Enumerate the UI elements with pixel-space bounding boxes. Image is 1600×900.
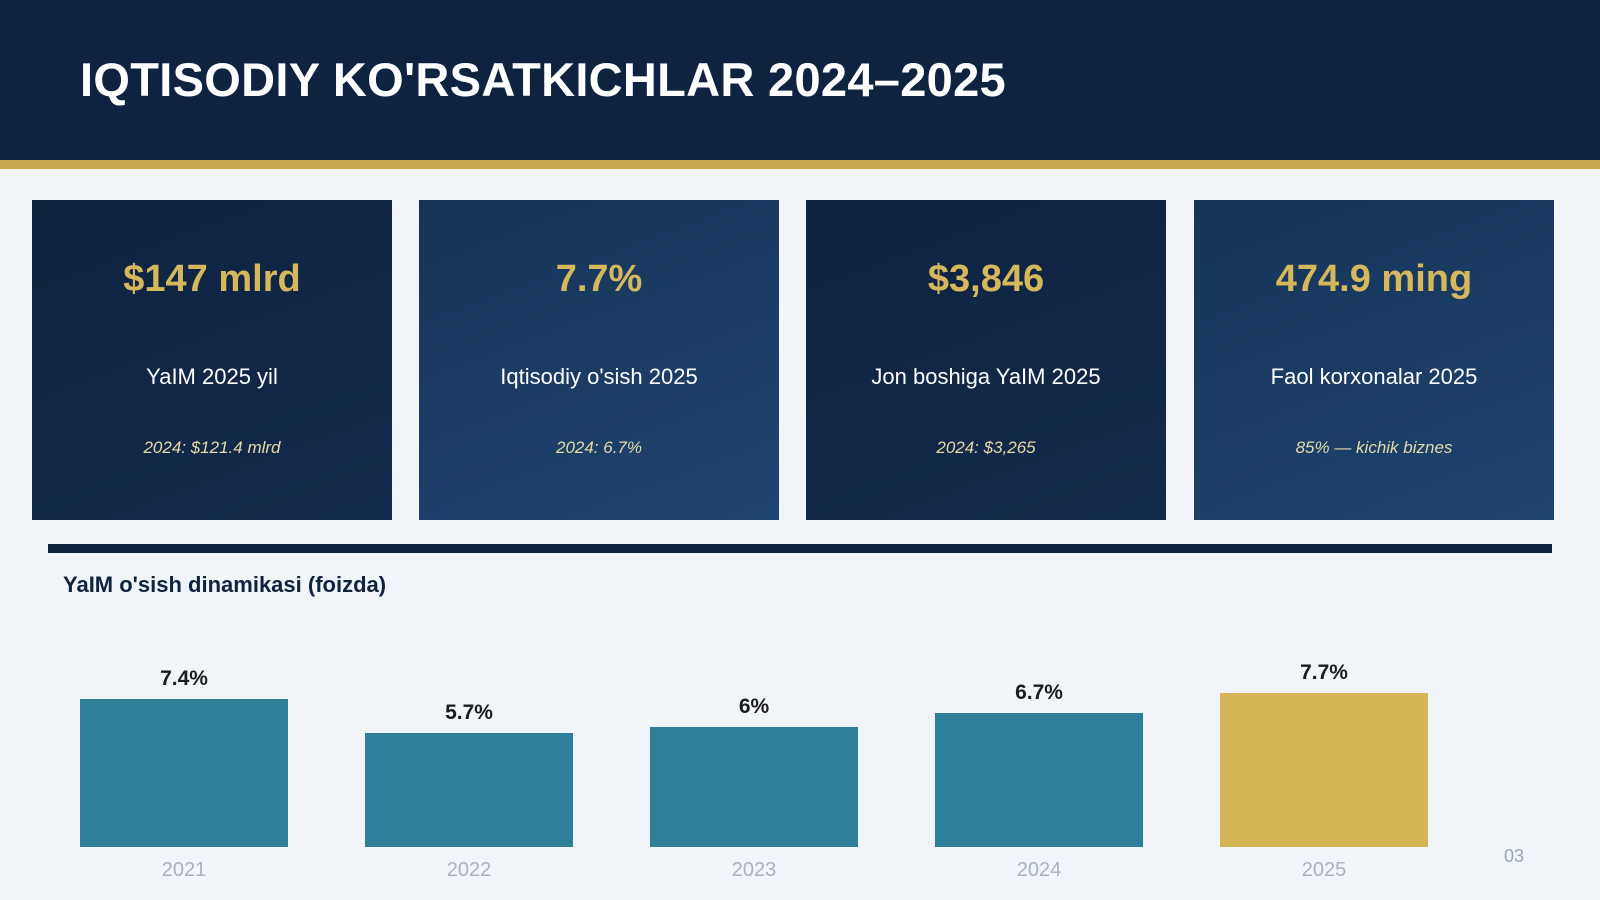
data-label-2025: 7.7%	[1300, 661, 1348, 684]
kpi-label: Faol korxonalar 2025	[1270, 364, 1478, 389]
kpi-card-growth: 7.7% Iqtisodiy o'sish 2025 2024: 6.7%	[419, 200, 779, 520]
kpi-value: $147 mlrd	[123, 258, 301, 300]
bar-2023	[650, 727, 858, 847]
header-gold-rule	[0, 160, 1600, 169]
kpi-note: 2024: $3,265	[936, 438, 1036, 457]
x-tick-2022: 2022	[447, 859, 492, 881]
kpi-label: Jon boshiga YaIM 2025	[871, 364, 1101, 389]
kpi-note: 85% — kichik biznes	[1295, 438, 1453, 457]
kpi-label: YaIM 2025 yil	[146, 364, 278, 389]
header-bar: IQTISODIY KO'RSATKICHLAR 2024–2025	[0, 0, 1600, 160]
kpi-label: Iqtisodiy o'sish 2025	[500, 364, 698, 389]
section-divider	[48, 544, 1552, 553]
kpi-card-gdp: $147 mlrd YaIM 2025 yil 2024: $121.4 mlr…	[32, 200, 392, 520]
data-label-2024: 6.7%	[1015, 681, 1063, 704]
data-label-2023: 6%	[739, 695, 770, 718]
kpi-card-per-capita: $3,846 Jon boshiga YaIM 2025 2024: $3,26…	[806, 200, 1166, 520]
data-label-2021: 7.4%	[160, 667, 208, 690]
kpi-note: 2024: 6.7%	[555, 438, 642, 457]
bar-2021	[80, 699, 288, 847]
kpi-value: $3,846	[927, 258, 1045, 300]
x-tick-2025: 2025	[1302, 859, 1347, 881]
bar-2024	[935, 713, 1143, 847]
kpi-card-enterprises: 474.9 ming Faol korxonalar 2025 85% — ki…	[1194, 200, 1554, 520]
page-number: 03	[1504, 846, 1525, 866]
bar-2022	[365, 733, 573, 847]
kpi-value: 7.7%	[555, 258, 643, 300]
x-tick-2021: 2021	[162, 859, 207, 881]
chart-title: YaIM o'sish dinamikasi (foizda)	[63, 572, 387, 597]
gdp-growth-bar-chart: 7.4% 2021 5.7% 2022 6% 2023 6.7% 2024 7.7% 2025	[80, 661, 1428, 881]
bar-2025	[1220, 693, 1428, 847]
kpi-value: 474.9 ming	[1275, 258, 1473, 300]
data-label-2022: 5.7%	[445, 701, 493, 724]
x-tick-2024: 2024	[1017, 859, 1062, 881]
x-tick-2023: 2023	[732, 859, 777, 881]
kpi-note: 2024: $121.4 mlrd	[143, 438, 281, 457]
page-title: IQTISODIY KO'RSATKICHLAR 2024–2025	[80, 53, 1006, 106]
